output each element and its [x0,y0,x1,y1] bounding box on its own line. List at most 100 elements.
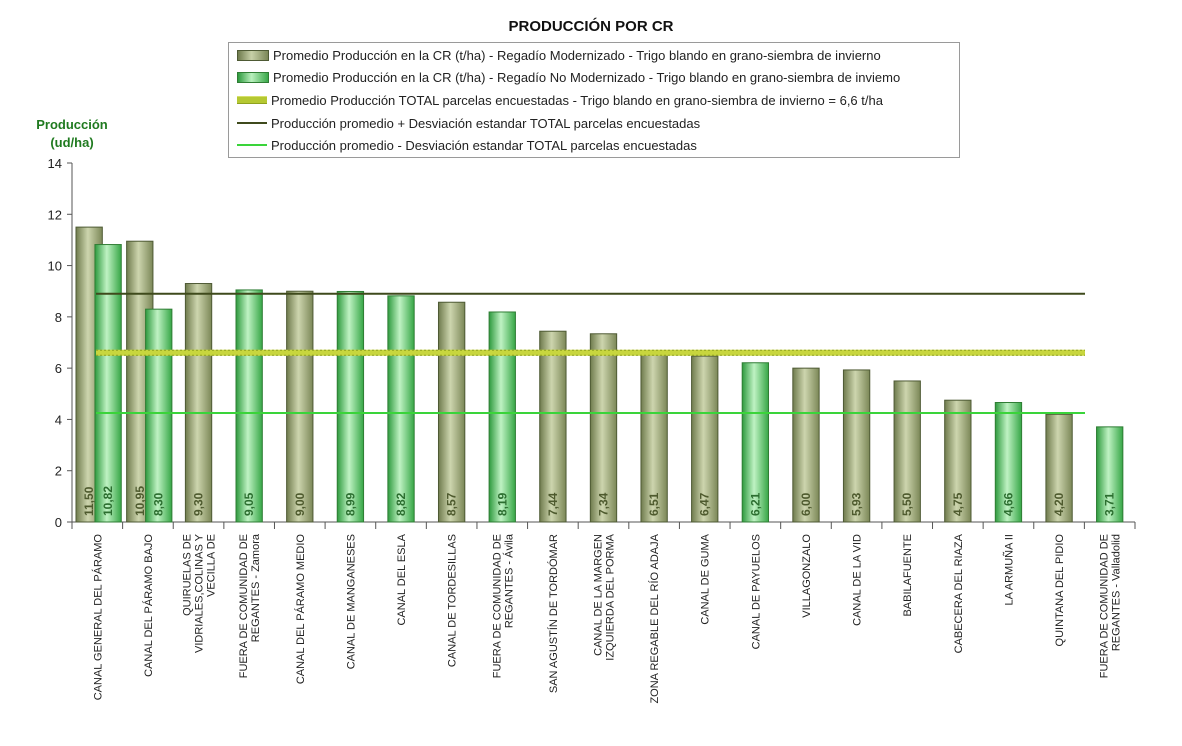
category-label-group: LA ARMUÑA II [1002,534,1015,606]
x-tick-label: LA ARMUÑA II [1002,534,1015,606]
bar-no-modernizado [145,308,173,523]
category-label-group: VILLAGONZALO [801,534,813,618]
bar-value-label: 8,99 [343,492,357,516]
bar-no-modernizado [235,289,263,523]
x-tick-label: CANAL DEL PÁRAMO MEDIO [294,534,307,685]
bars-group [75,226,1124,523]
x-tick-label: VECILLA DE [206,534,218,597]
legend-swatch-no-modernizado [237,71,269,83]
x-tick-label: CANAL DE MANGANESES [345,534,357,669]
bar-no-modernizado [387,295,415,523]
x-tick-label: CABECERA DEL RIAZA [953,533,965,653]
category-label-group: SAN AGUSTÍN DE TORDÓMAR [547,534,560,693]
bar-modernizado [589,333,618,523]
x-tick-label: CANAL DEL ESLA [396,533,408,625]
legend-label-modernizado: Promedio Producción en la CR (t/ha) - Re… [273,47,881,63]
bar-modernizado [792,367,820,523]
bar-value-label: 8,82 [394,492,408,516]
x-tick-label: CANAL DE PAYUELOS [750,534,762,649]
y-tick-label: 4 [55,412,62,427]
x-tick-label: REGANTES - Ávila [502,533,515,628]
x-tick-label: IZQUIERDA DEL PORMA [605,533,617,660]
legend-label-no-modernizado: Promedio Producción en la CR (t/ha) - Re… [273,69,901,85]
bar-no-modernizado [94,244,122,523]
y-axis-title-line1: Producción [36,117,108,132]
y-tick-label: 12 [48,207,62,222]
legend-item-average: Promedio Producción TOTAL parcelas encue… [237,90,883,110]
y-tick-label: 8 [55,310,62,325]
bar-value-label: 11,50 [82,486,96,516]
category-label-group: FUERA DE COMUNIDAD DE REGANTES - Zamora [238,533,262,678]
bar-modernizado [893,380,921,523]
y-tick-label: 0 [55,515,62,530]
category-label-group: CANAL DE LA VID [852,534,864,626]
x-tick-label: CANAL GENERAL DEL PÁRAMO [91,534,104,701]
bar-modernizado [944,399,972,523]
bar-value-label: 6,51 [647,492,661,516]
category-label-group: CANAL DE PAYUELOS [750,534,762,649]
bar-value-label: 6,21 [748,492,762,516]
bar-value-label: 9,00 [293,492,307,516]
legend-label-average: Promedio Producción TOTAL parcelas encue… [271,92,883,108]
x-tick-label: BABILAFUENTE [902,534,914,617]
category-label-group: CANAL DEL ESLA [396,533,408,625]
x-tick-label: VIDRIALES,COLINAS Y [194,533,206,653]
bar-modernizado [286,290,314,523]
bar-value-label: 9,30 [192,492,206,516]
x-tick-label: CANAL DE LA MARGEN [593,534,605,656]
bar-value-label: 5,50 [900,492,914,516]
category-label-group: CABECERA DEL RIAZA [953,533,965,653]
category-label-group: CANAL DEL PÁRAMO MEDIO [294,534,307,685]
chart-title: PRODUCCIÓN POR CR [508,18,674,35]
x-tick-label: QUIRUELAS DE [182,534,194,616]
legend-swatch-average [237,96,267,104]
bar-value-label: 8,19 [495,492,509,516]
bar-value-label: 10,82 [101,486,115,516]
x-tick-label: REGANTES - Zamora [250,533,262,642]
bar-modernizado [640,354,668,523]
bar-value-label: 6,00 [799,492,813,516]
x-tick-label: CANAL DEL PÁRAMO BAJO [142,534,155,677]
legend-swatch-plus-std [237,122,267,124]
chart-legend: Promedio Producción en la CR (t/ha) - Re… [228,42,960,158]
x-tick-label: CANAL DE TORDESILLAS [447,534,459,667]
bar-value-label: 7,34 [597,492,611,516]
category-label-group: CANAL DE MANGANESES [345,534,357,669]
bar-no-modernizado [336,290,365,523]
category-label-group: FUERA DE COMUNIDAD DE REGANTES - Valladol… [1099,534,1123,678]
bar-value-label: 3,71 [1103,492,1117,516]
bar-no-modernizado [741,362,770,523]
bar-value-label: 8,57 [445,492,459,516]
bar-modernizado [691,355,719,523]
legend-item-no-modernizado: Promedio Producción en la CR (t/ha) - Re… [237,67,900,87]
category-label-group: CANAL DEL PÁRAMO BAJO [142,534,155,677]
bar-no-modernizado [488,311,516,523]
x-tick-label: FUERA DE COMUNIDAD DE [238,534,250,678]
category-label-group: QUINTANA DEL PIDIO [1054,534,1066,647]
category-label-group: BABILAFUENTE [902,534,914,617]
bar-modernizado [1045,413,1073,523]
category-label-group: QUIRUELAS DE VIDRIALES,COLINAS Y VECILLA D… [182,533,218,653]
bar-value-label: 6,47 [698,492,712,516]
y-tick-label: 10 [48,259,62,274]
legend-label-minus-std: Producción promedio - Desviación estanda… [271,137,697,153]
legend-item-modernizado: Promedio Producción en la CR (t/ha) - Re… [237,45,881,65]
y-axis-title-line2: (ud/ha) [50,135,94,150]
bar-value-label: 7,44 [546,492,560,516]
y-tick-label: 2 [55,464,62,479]
bar-value-label: 4,75 [951,492,965,516]
y-axis-title: Producción (ud/ha) [18,116,126,152]
bar-value-label: 4,20 [1052,492,1066,516]
category-label-group: CANAL DE LA MARGEN IZQUIERDA DEL PORMA [593,533,617,660]
x-tick-label: FUERA DE COMUNIDAD DE [1099,534,1111,678]
x-tick-label: REGANTES - Valladolid [1111,534,1123,651]
bar-value-label: 4,66 [1001,492,1015,516]
legend-item-plus-std: Producción promedio + Desviación estanda… [237,113,700,133]
x-tick-label: ZONA REGABLE DEL RÍO ADAJA [648,533,661,703]
x-tick-label: SAN AGUSTÍN DE TORDÓMAR [547,534,560,693]
bar-modernizado [539,330,567,523]
x-tick-label: VILLAGONZALO [801,534,813,618]
legend-swatch-minus-std [237,144,267,146]
bar-value-label: 5,93 [850,492,864,516]
